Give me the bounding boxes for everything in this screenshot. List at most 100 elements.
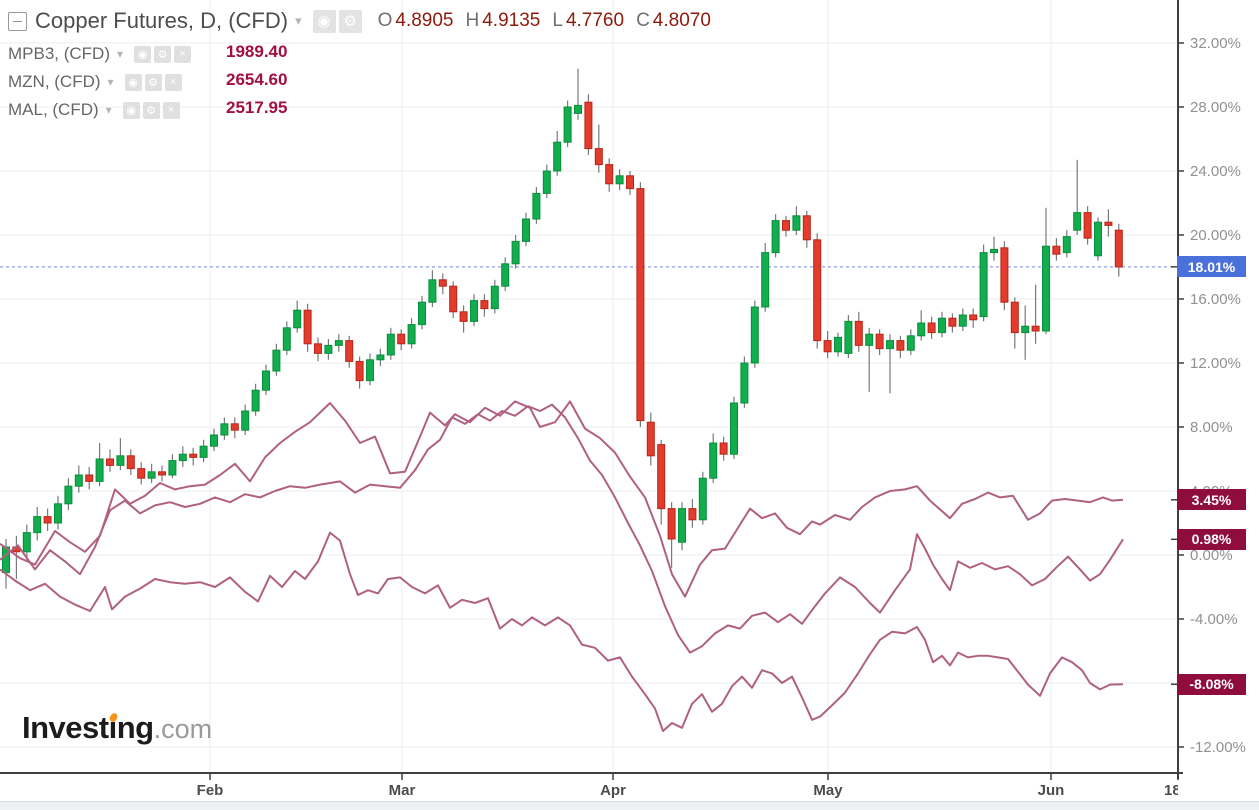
candle-down [459,311,468,322]
candle-up [750,306,759,364]
candle-up [33,516,42,534]
candle-up [22,532,31,553]
chevron-down-icon[interactable]: ▾ [105,103,112,117]
bottom-scroll-strip[interactable] [0,801,1259,810]
candle-down [126,455,135,470]
settings-gear-icon[interactable]: ⚙ [142,101,160,119]
candle-up [272,349,281,372]
candle-down [137,468,146,479]
candle-up [366,359,374,382]
candle-down [1010,301,1019,334]
remove-icon[interactable]: × [162,101,180,119]
candle-down [1114,229,1123,268]
candle-down [230,423,239,431]
candle-down [106,458,114,466]
remove-icon[interactable]: × [164,73,182,91]
candle-down [813,239,822,342]
y-axis-label: 32.00% [1190,35,1241,52]
settings-gear-icon[interactable]: ⚙ [144,73,162,91]
logo-brand-text: Investı ng [22,710,154,745]
symbol-title[interactable]: Copper Futures, D, (CFD) [35,8,289,33]
legend-symbol-name[interactable]: MPB3, (CFD) [8,44,110,63]
candle-down [823,340,832,353]
x-axis-label: 18 [1164,782,1178,799]
chevron-down-icon[interactable]: ▾ [107,75,114,89]
candle-up [574,104,582,114]
y-axis-label: 0.00% [1190,547,1233,564]
candle-up [553,141,562,172]
candle-up [542,170,551,194]
legend-row-mzn: MZN, (CFD) ▾ ◉ ⚙ × 2654.60 [8,70,287,94]
candle-up [95,458,104,482]
candle-up [376,354,385,361]
high-label: H [465,10,480,31]
close-value: 4.8070 [652,10,711,31]
candle-up [761,252,770,308]
legend-symbol-name[interactable]: MAL, (CFD) [8,100,99,119]
candle-down [1052,245,1061,255]
candle-down [355,360,364,382]
candle-down [948,317,957,327]
legend-symbol-name[interactable]: MZN, (CFD) [8,72,101,91]
candle-down [1083,212,1092,239]
legend-row-mpb3: MPB3, (CFD) ▾ ◉ ⚙ × 1989.40 [8,42,287,66]
candle-down [397,333,406,345]
candle-up [74,474,83,487]
visibility-toggle-icon[interactable]: ◉ [312,9,336,33]
x-axis-label: Jun [1037,782,1065,799]
candle-up [844,320,853,354]
candle-up [740,362,749,404]
candle-up [1094,221,1102,257]
visibility-toggle-icon[interactable]: ◉ [122,101,140,119]
open-value: 4.8905 [395,10,454,31]
visibility-toggle-icon[interactable]: ◉ [124,73,142,91]
settings-gear-icon[interactable]: ⚙ [154,45,172,63]
candle-up [1042,245,1050,332]
close-label: C [636,10,650,31]
collapse-icon[interactable] [8,11,27,31]
candle-up [532,192,541,220]
candle-up [730,402,738,455]
candle-up [1073,212,1082,231]
candle-up [958,314,967,327]
candle-up [938,317,946,334]
remove-icon[interactable]: × [174,45,192,63]
candle-up [282,327,291,351]
candle-up [324,344,333,354]
candle-down [854,320,863,346]
candle-up [220,423,229,436]
candle-up [522,218,530,242]
candle-down [584,101,593,150]
candle-up [906,335,915,351]
candle-down [480,300,489,310]
candle-up [834,336,842,353]
candle-down [1000,247,1009,303]
candle-up [615,175,624,185]
candle-down [667,508,676,540]
candle-up [262,370,270,391]
candle-down [438,279,447,287]
chevron-down-icon[interactable]: ▾ [295,13,302,28]
candle-up [792,215,801,231]
low-label: L [552,10,563,31]
candle-up [698,477,707,521]
candle-down [875,333,884,350]
candle-up [334,340,343,346]
candle-up [293,309,302,329]
candle-down [782,220,790,231]
candle-down [158,471,166,476]
chevron-down-icon[interactable]: ▾ [117,47,124,61]
y-axis-label: 12.00% [1190,355,1241,372]
candle-up [199,445,208,458]
price-badge: -8.08% [1177,673,1246,695]
candle-down [802,215,811,241]
candle-up [251,389,260,412]
candle-up [210,434,218,447]
settings-gear-icon[interactable]: ⚙ [338,9,362,33]
symbol-header: Copper Futures, D, (CFD) ▾ ◉ ⚙ O 4.8905 H… [8,8,711,34]
candle-up [1062,236,1071,254]
visibility-toggle-icon[interactable]: ◉ [134,45,152,63]
legend-symbol-value: 2517.95 [226,98,288,117]
compare-line-mal [0,531,1124,732]
